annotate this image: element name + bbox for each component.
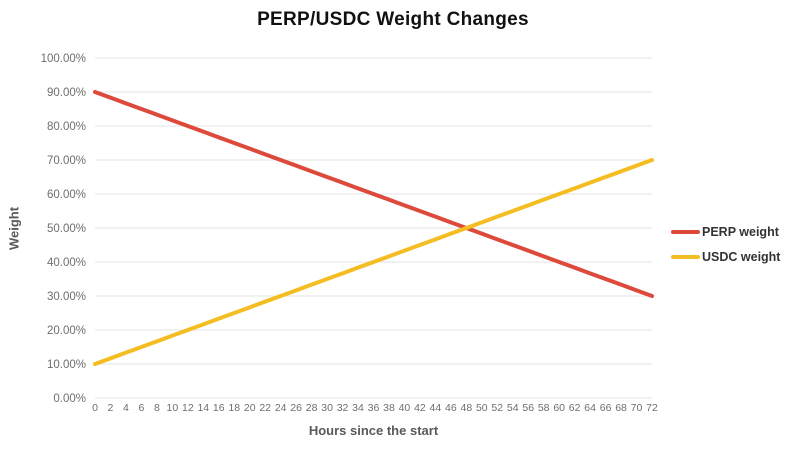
x-tick-label: 2 [108, 402, 114, 414]
x-tick-label: 64 [584, 402, 596, 414]
x-axis-title: Hours since the start [308, 423, 439, 438]
chart-legend: PERP weight USDC weight [671, 225, 780, 264]
x-tick-label: 48 [460, 402, 472, 414]
x-tick-label: 60 [553, 402, 565, 414]
x-tick-label: 6 [138, 402, 144, 414]
x-tick-label: 4 [123, 402, 129, 414]
x-tick-label: 54 [507, 402, 519, 414]
x-tick-label: 26 [290, 402, 302, 414]
x-tick-label: 32 [337, 402, 349, 414]
y-tick-label: 80.00% [47, 121, 86, 133]
y-tick-label: 10.00% [47, 359, 86, 371]
legend-label-usdc: USDC weight [702, 250, 781, 264]
chart-title: PERP/USDC Weight Changes [257, 9, 529, 30]
y-tick-label: 40.00% [47, 257, 86, 269]
x-tick-label: 70 [631, 402, 643, 414]
x-tick-label: 30 [321, 402, 333, 414]
x-tick-label: 38 [383, 402, 395, 414]
x-tick-label: 52 [491, 402, 503, 414]
x-tick-label: 22 [259, 402, 271, 414]
y-tick-label: 60.00% [47, 189, 86, 201]
x-tick-label: 36 [368, 402, 380, 414]
x-tick-label: 8 [154, 402, 160, 414]
x-tick-label: 68 [615, 402, 627, 414]
y-tick-label: 70.00% [47, 155, 86, 167]
usdc-line-swatch-icon [671, 255, 700, 259]
x-tick-label: 0 [92, 402, 98, 414]
x-tick-label: 44 [430, 402, 442, 414]
x-tick-label: 12 [182, 402, 194, 414]
x-tick-label: 56 [522, 402, 534, 414]
y-tick-label: 50.00% [47, 223, 86, 235]
x-tick-label: 40 [399, 402, 411, 414]
x-tick-label: 72 [646, 402, 658, 414]
x-tick-label: 24 [275, 402, 287, 414]
x-tick-label: 46 [445, 402, 457, 414]
x-tick-label: 34 [352, 402, 364, 414]
legend-item-perp: PERP weight [671, 225, 780, 239]
usdc-weight-line [93, 158, 654, 366]
legend-label-perp: PERP weight [702, 225, 779, 239]
x-tick-label: 50 [476, 402, 488, 414]
y-tick-label: 0.00% [53, 393, 86, 405]
y-tick-label: 20.00% [47, 325, 86, 337]
x-tick-label: 58 [538, 402, 550, 414]
x-tick-label: 42 [414, 402, 426, 414]
y-tick-label: 90.00% [47, 87, 86, 99]
x-tick-label: 20 [244, 402, 256, 414]
perp-weight-line [93, 90, 654, 298]
legend-item-usdc: USDC weight [671, 250, 780, 264]
x-tick-label: 28 [306, 402, 318, 414]
x-tick-label: 66 [600, 402, 612, 414]
y-tick-label: 30.00% [47, 291, 86, 303]
x-tick-label: 62 [569, 402, 581, 414]
x-tick-label: 10 [167, 402, 179, 414]
x-tick-label: 14 [197, 402, 209, 414]
perp-line-swatch-icon [671, 230, 700, 234]
y-tick-label: 100.00% [41, 53, 86, 65]
x-tick-label: 16 [213, 402, 225, 414]
x-tick-label: 18 [228, 402, 240, 414]
